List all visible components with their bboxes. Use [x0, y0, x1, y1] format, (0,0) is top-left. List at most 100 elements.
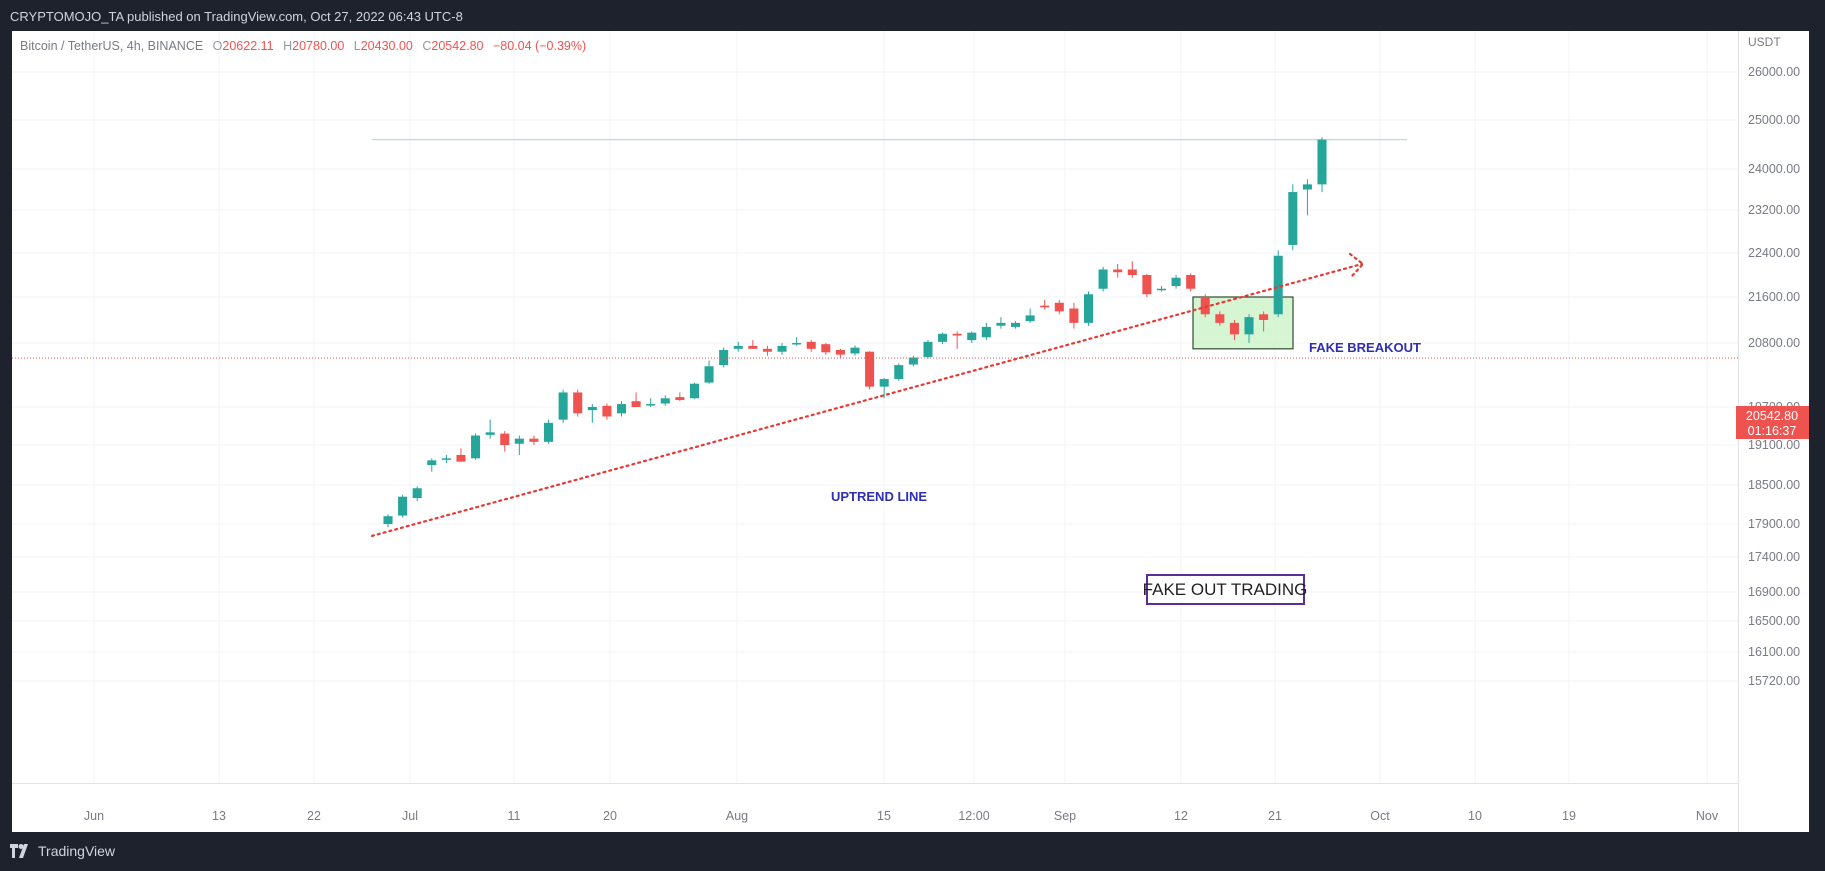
candle-body: [996, 322, 1006, 326]
candle-body: [1229, 322, 1239, 335]
candle-body: [1142, 275, 1152, 295]
x-tick-label: 12: [1174, 809, 1188, 823]
legend-high-label: H: [283, 39, 293, 53]
y-tick-label: 17400.00: [1748, 550, 1800, 564]
y-tick-label: 24000.00: [1748, 162, 1800, 176]
candle-body: [1317, 139, 1327, 185]
footer-bar: TradingView: [0, 832, 1825, 871]
legend-low-label: L: [353, 39, 361, 53]
y-tick-label: 16900.00: [1748, 585, 1800, 599]
x-tick-label: Oct: [1370, 809, 1390, 823]
candle-body: [383, 516, 393, 524]
x-tick-label: Jul: [402, 809, 418, 823]
x-tick-label: Jun: [84, 809, 104, 823]
legend-open-label: O: [212, 39, 223, 53]
y-tick-label: 21600.00: [1748, 290, 1800, 304]
price-badge-price: 20542.80: [1746, 409, 1798, 423]
candle-body: [675, 397, 685, 401]
publisher-bar: CRYPTOMOJO_TA published on TradingView.c…: [0, 0, 1825, 30]
candle-body: [1040, 305, 1050, 308]
candle-body: [1200, 297, 1210, 315]
price-badge-group: 20542.80 01:16:37: [1736, 406, 1809, 439]
candle-body: [646, 404, 656, 406]
candle-body: [1083, 294, 1094, 323]
x-tick-label: Sep: [1054, 809, 1076, 823]
candle-body: [850, 347, 860, 354]
y-tick-label: 15720.00: [1748, 674, 1800, 688]
candle-body: [1011, 322, 1021, 327]
candle-body: [602, 405, 612, 417]
candle-body: [835, 349, 845, 355]
annotations-group: UPTREND LINE FAKE BREAKOUT FAKE OUT TRAD…: [831, 340, 1421, 605]
candle-body: [1244, 317, 1254, 335]
fake-out-trading-label: FAKE OUT TRADING: [1143, 580, 1308, 599]
y-tick-label: 25000.00: [1748, 113, 1800, 127]
candle-body: [1302, 184, 1312, 190]
x-tick-label: 13: [212, 809, 226, 823]
legend-symbol: Bitcoin / TetherUS, 4h, BINANCE: [20, 39, 204, 53]
x-tick-label: Nov: [1696, 809, 1719, 823]
x-tick-label: Aug: [726, 809, 748, 823]
x-tick-label: 10: [1468, 809, 1482, 823]
candle-body: [1273, 255, 1283, 315]
candle-body: [792, 343, 802, 345]
fake-breakout-label: FAKE BREAKOUT: [1309, 340, 1421, 355]
candle-body: [573, 392, 583, 414]
candle-body: [894, 365, 904, 380]
chart-pane[interactable]: USDT 26000.00 25000.00 24000.00 23200.00 2240…: [12, 31, 1809, 832]
candle-body: [821, 344, 831, 353]
candle-body: [471, 435, 481, 459]
candle-body: [660, 398, 670, 404]
candle-body: [1171, 277, 1181, 286]
candles-group: [383, 137, 1327, 528]
candle-body: [967, 332, 977, 341]
y-tick-label: 26000.00: [1748, 65, 1800, 79]
candle-body: [938, 333, 948, 342]
candle-body: [879, 379, 889, 387]
legend-change: −80.04 (−0.39%): [493, 39, 587, 53]
candle-body: [514, 438, 524, 444]
time-axis: Jun 13 22 Jul 11 20 Aug 15 12:00 Sep 12 21 Oct 10 19 No…: [84, 809, 1719, 823]
candle-body: [704, 366, 714, 383]
tradingview-logo-icon: [10, 844, 28, 858]
candle-body: [865, 351, 875, 387]
candle-body: [500, 433, 510, 445]
tradingview-brand: TradingView: [38, 843, 116, 859]
candle-body: [441, 458, 451, 460]
candle-body: [923, 341, 933, 357]
y-tick-label: 20800.00: [1748, 336, 1800, 350]
candle-body: [1186, 275, 1196, 289]
candle-body: [1098, 269, 1108, 289]
y-tick-label: 18500.00: [1748, 478, 1800, 492]
legend-open: 20622.11: [222, 39, 274, 53]
candle-body: [587, 407, 597, 411]
candle-body: [952, 333, 962, 336]
y-tick-label: 16100.00: [1748, 645, 1800, 659]
candle-body: [1113, 269, 1123, 273]
candle-body: [544, 422, 554, 442]
tradingview-logo[interactable]: TradingView: [10, 843, 115, 859]
candle-body: [456, 455, 466, 462]
x-tick-label: 21: [1268, 809, 1282, 823]
y-tick-label: 23200.00: [1748, 203, 1800, 217]
candle-body: [689, 383, 699, 399]
y-tick-label: 17900.00: [1748, 517, 1800, 531]
x-tick-label: 12:00: [958, 809, 989, 823]
y-axis-unit: USDT: [1748, 35, 1781, 49]
legend-close-label: C: [422, 39, 432, 53]
candle-body: [981, 326, 991, 338]
uptrend-line-group: [370, 252, 1365, 537]
candle-body: [1054, 302, 1064, 312]
legend-low: 20430.00: [360, 39, 413, 53]
published-text: CRYPTOMOJO_TA published on TradingView.c…: [10, 9, 463, 24]
x-tick-label: 15: [877, 809, 891, 823]
chart-svg[interactable]: USDT 26000.00 25000.00 24000.00 23200.00 2240…: [12, 31, 1809, 832]
symbol-legend[interactable]: Bitcoin / TetherUS, 4h, BINANCE O20622.1…: [20, 39, 586, 53]
candle-body: [1215, 314, 1225, 323]
price-badge-countdown: 01:16:37: [1748, 424, 1797, 438]
candle-body: [806, 341, 816, 349]
candle-body: [427, 460, 437, 465]
candle-body: [1127, 269, 1137, 275]
x-tick-label: 20: [603, 809, 617, 823]
candle-body: [529, 438, 539, 442]
